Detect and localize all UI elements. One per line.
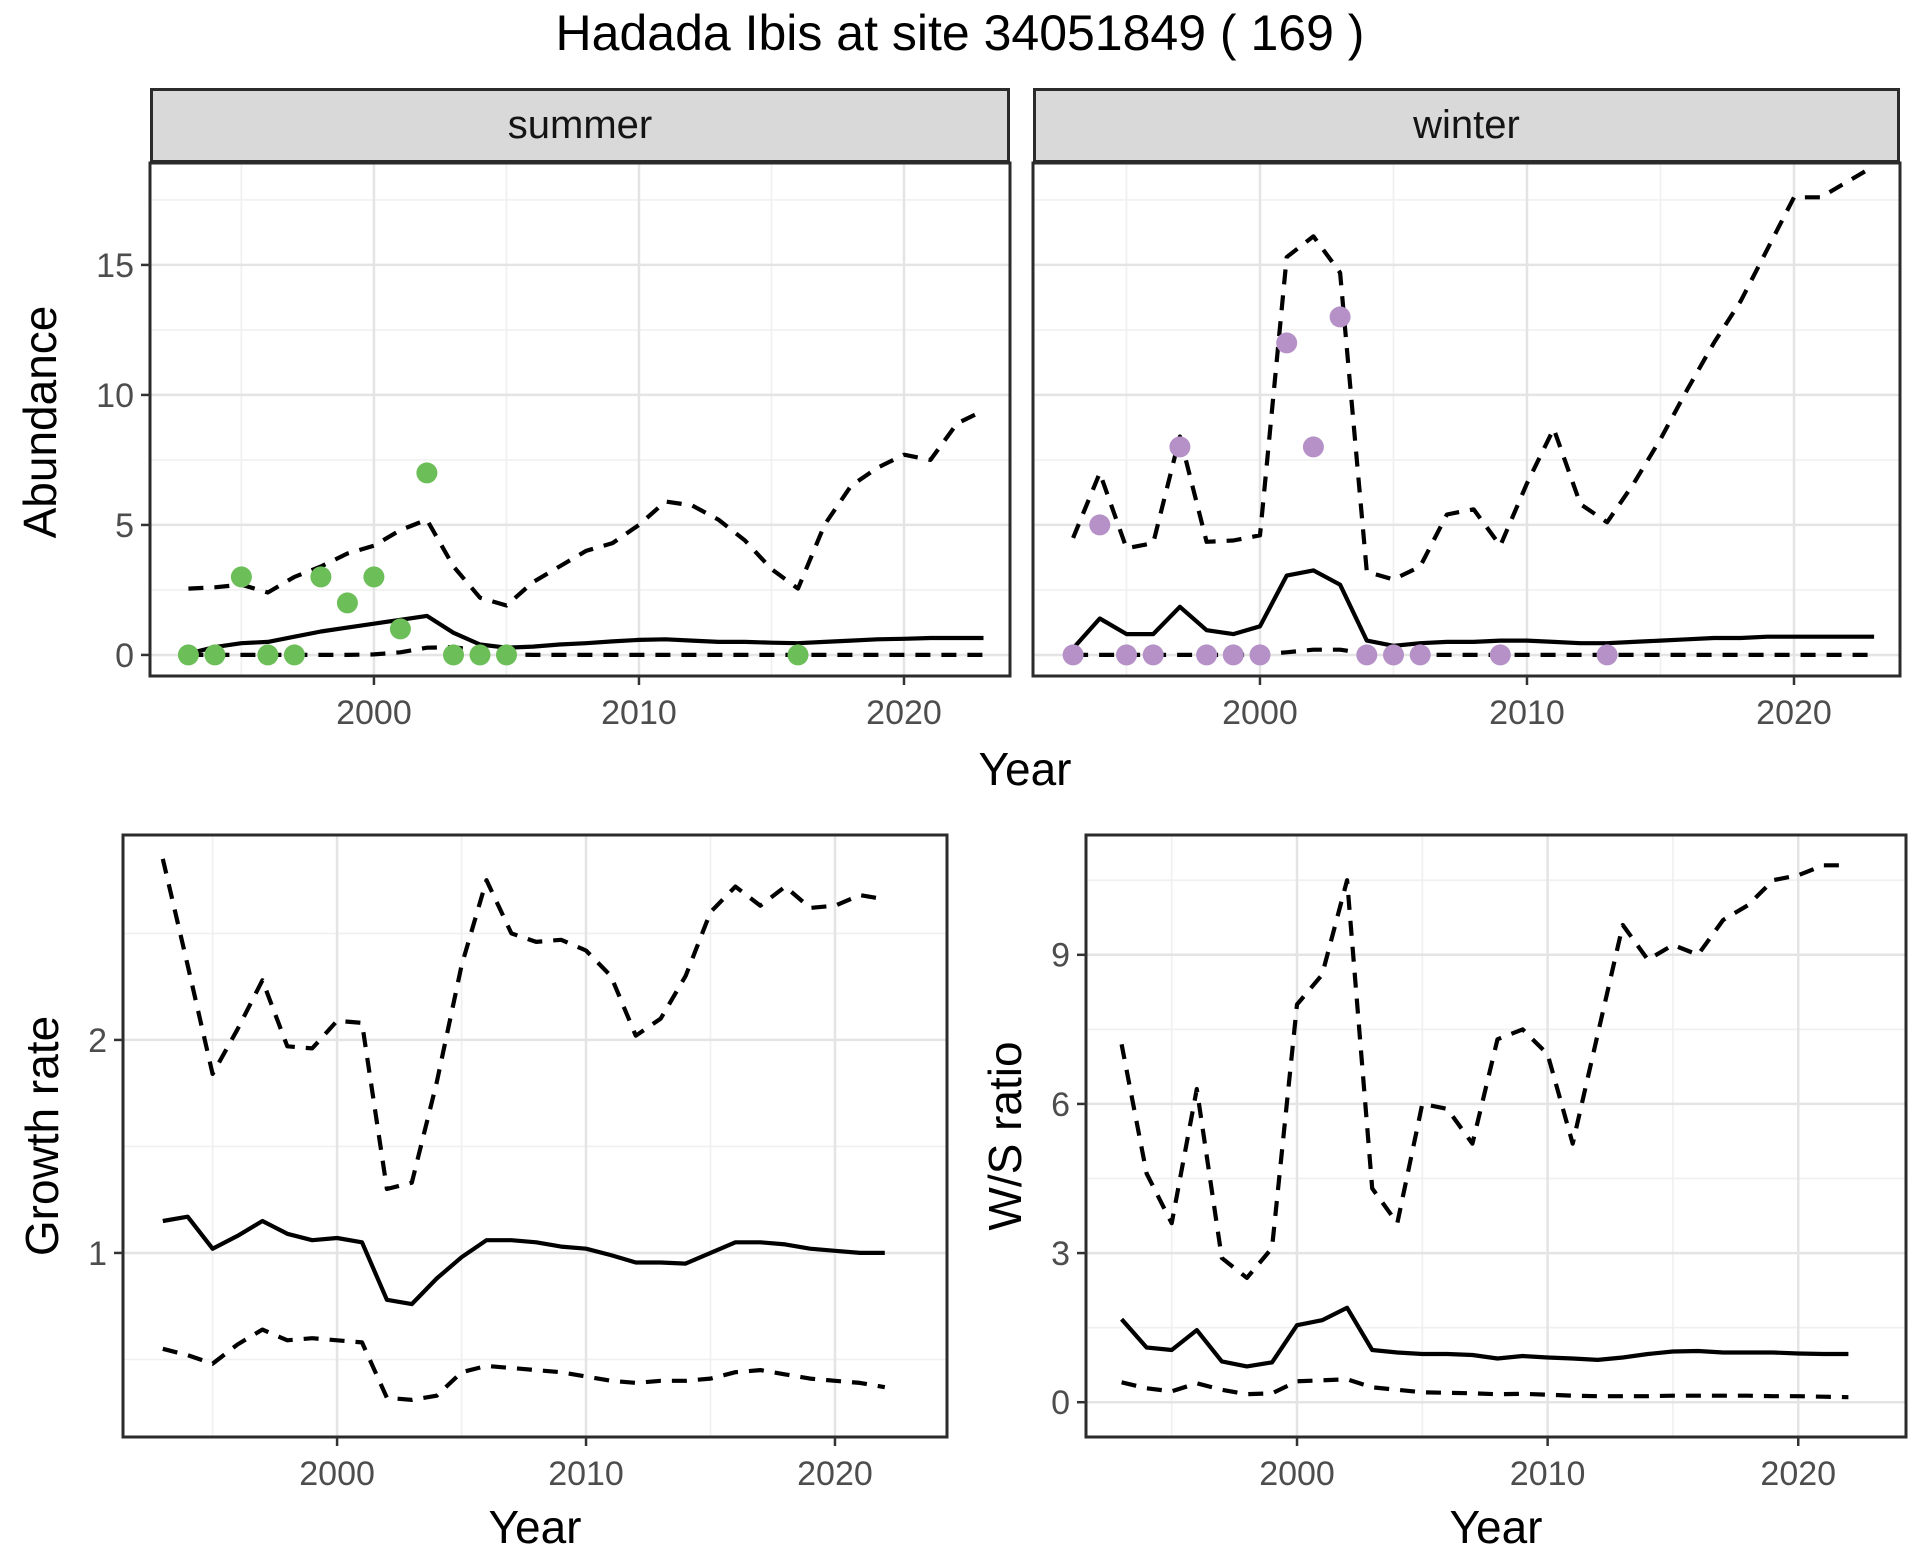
- data-point-abundance-summer: [787, 644, 809, 666]
- data-point-abundance-summer: [283, 644, 305, 666]
- data-point-abundance-winter: [1489, 644, 1511, 666]
- y-tick-label: 0: [1051, 1384, 1070, 1422]
- series-upper-ci-abundance-winter: [1071, 164, 1876, 582]
- series-median-growth-rate: [162, 1214, 885, 1307]
- data-point-abundance-summer: [389, 618, 411, 640]
- y-tick-label: 1: [88, 1235, 107, 1273]
- data-point-abundance-summer: [204, 644, 226, 666]
- x-tick-label: 2000: [1259, 1455, 1335, 1493]
- data-point-abundance-summer: [363, 566, 385, 588]
- x-axis-title-year-growth: Year: [488, 1501, 582, 1553]
- panel-background-ws-ratio: [1086, 835, 1906, 1437]
- series-upper-ci-ws-ratio: [1119, 863, 1849, 1281]
- facet-strip-summer-label: summer: [507, 103, 653, 147]
- data-point-abundance-summer: [496, 644, 517, 666]
- data-point-abundance-winter: [1302, 436, 1324, 458]
- data-point-abundance-summer: [416, 462, 438, 484]
- data-point-abundance-winter: [1142, 644, 1164, 666]
- y-tick-label: 2: [88, 1022, 107, 1060]
- series-lower-ci-ws-ratio: [1121, 1377, 1849, 1400]
- x-tick-label: 2010: [1489, 694, 1565, 732]
- data-point-abundance-winter: [1116, 644, 1137, 666]
- x-tick-label: 2010: [548, 1455, 624, 1493]
- y-tick-label: 0: [115, 637, 134, 675]
- y-tick-label: 6: [1051, 1086, 1070, 1124]
- facet-strip-winter: winter: [1033, 88, 1900, 163]
- data-point-abundance-winter: [1196, 644, 1218, 666]
- panel-border-growth-rate: [121, 833, 949, 1439]
- facet-strip-winter-label: winter: [1413, 103, 1520, 147]
- data-point-abundance-winter: [1222, 644, 1244, 666]
- y-axis-title-growth-rate: Growth rate: [16, 1015, 68, 1257]
- data-point-abundance-winter: [1329, 306, 1351, 328]
- data-point-abundance-summer: [310, 566, 332, 588]
- data-point-abundance-winter: [1276, 332, 1298, 354]
- data-point-abundance-winter: [1089, 514, 1111, 536]
- x-tick-label: 2020: [1756, 694, 1832, 732]
- data-point-abundance-summer: [336, 592, 358, 614]
- y-axis-title-abundance: Abundance: [14, 305, 66, 539]
- facet-strip-summer: summer: [150, 88, 1010, 163]
- x-tick-label: 2000: [299, 1455, 375, 1493]
- panel-background-abundance-winter: [1033, 163, 1900, 676]
- data-point-abundance-winter: [1356, 644, 1378, 666]
- panel-border-abundance-summer: [148, 161, 1012, 678]
- x-tick-label: 2020: [1760, 1455, 1836, 1493]
- data-point-abundance-summer: [469, 644, 491, 666]
- data-point-abundance-winter: [1249, 644, 1271, 666]
- x-tick-label: 2020: [866, 694, 942, 732]
- x-tick-label: 2000: [336, 694, 412, 732]
- y-axis-title-ws-ratio: W/S ratio: [979, 1041, 1031, 1231]
- y-tick-label: 5: [115, 507, 134, 545]
- data-point-abundance-summer: [257, 644, 279, 666]
- series-lower-ci-growth-rate: [162, 1327, 886, 1403]
- x-tick-label: 2000: [1222, 694, 1298, 732]
- series-median-ws-ratio: [1120, 1305, 1849, 1369]
- x-tick-label: 2020: [797, 1455, 873, 1493]
- y-tick-label: 15: [96, 247, 134, 285]
- series-lower-ci-abundance-summer: [188, 644, 984, 658]
- panel-background-growth-rate: [123, 835, 947, 1437]
- data-point-abundance-winter: [1596, 644, 1618, 666]
- data-point-abundance-winter: [1169, 436, 1191, 458]
- y-tick-label: 9: [1051, 937, 1070, 975]
- data-point-abundance-summer: [177, 644, 199, 666]
- x-axis-title-year-top: Year: [978, 743, 1072, 795]
- x-tick-label: 2010: [1510, 1455, 1586, 1493]
- x-axis-title-year-ws: Year: [1449, 1501, 1543, 1553]
- data-point-abundance-summer: [443, 644, 464, 666]
- data-point-abundance-summer: [230, 566, 252, 588]
- data-point-abundance-winter: [1383, 644, 1404, 666]
- panel-background-abundance-summer: [150, 163, 1010, 676]
- data-point-abundance-winter: [1062, 644, 1084, 666]
- x-tick-label: 2010: [601, 694, 677, 732]
- y-tick-label: 10: [96, 377, 134, 415]
- panel-border-ws-ratio: [1084, 833, 1908, 1439]
- panel-border-abundance-winter: [1031, 161, 1902, 678]
- y-tick-label: 3: [1051, 1235, 1070, 1273]
- plot-title: Hadada Ibis at site 34051849 ( 169 ): [555, 5, 1365, 61]
- series-median-abundance-winter: [1071, 568, 1875, 650]
- data-point-abundance-winter: [1409, 644, 1431, 666]
- series-median-abundance-summer: [187, 613, 984, 656]
